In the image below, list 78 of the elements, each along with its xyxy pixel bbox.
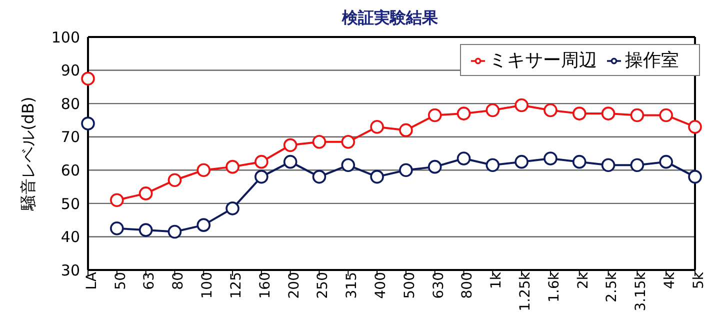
y-tick-label: 80 bbox=[60, 94, 80, 113]
point bbox=[312, 134, 326, 149]
point bbox=[659, 154, 673, 169]
x-tick-label: 200 bbox=[286, 272, 302, 299]
point bbox=[514, 154, 528, 169]
x-tick-label: 250 bbox=[315, 272, 332, 299]
x-tick-label: 2.5k bbox=[604, 271, 620, 302]
x-tick-label: 125 bbox=[228, 272, 244, 299]
point bbox=[110, 221, 124, 236]
y-tick-label: 30 bbox=[60, 261, 80, 280]
legend-label: 操作室 bbox=[625, 50, 679, 71]
x-tick-label: 5k bbox=[690, 271, 707, 290]
point bbox=[688, 170, 702, 184]
x-tick-label: 500 bbox=[402, 272, 418, 299]
point bbox=[81, 72, 95, 86]
x-tick-label: 160 bbox=[257, 272, 274, 299]
x-tick-label: 63 bbox=[142, 272, 158, 290]
point bbox=[138, 186, 153, 200]
x-tick-label: 315 bbox=[344, 272, 360, 299]
x-tick-label: 3.15k bbox=[633, 271, 650, 312]
point bbox=[456, 152, 471, 166]
point bbox=[283, 138, 298, 152]
point bbox=[138, 223, 153, 237]
point bbox=[514, 98, 528, 112]
point bbox=[254, 170, 268, 184]
point bbox=[572, 106, 586, 120]
x-tick-label: 630 bbox=[430, 272, 447, 299]
point bbox=[283, 154, 298, 169]
point bbox=[81, 116, 95, 130]
point bbox=[370, 170, 384, 184]
point bbox=[630, 108, 644, 122]
point bbox=[312, 170, 326, 184]
x-tick-label: 2k bbox=[575, 271, 592, 290]
point bbox=[168, 224, 182, 239]
y-axis-title: 騒音レベル(dB) bbox=[18, 96, 38, 212]
point bbox=[572, 154, 586, 169]
point bbox=[370, 120, 384, 134]
point bbox=[254, 154, 268, 169]
point bbox=[601, 158, 616, 172]
point bbox=[226, 202, 240, 216]
x-tick-label: 800 bbox=[460, 272, 476, 299]
x-tick-label: 100 bbox=[200, 272, 216, 299]
x-tick-label: 400 bbox=[372, 272, 389, 299]
y-tick-label: 70 bbox=[60, 128, 80, 146]
point bbox=[486, 158, 500, 172]
point bbox=[428, 160, 442, 174]
point bbox=[428, 108, 442, 122]
y-tick-label: 60 bbox=[60, 161, 80, 180]
legend-label: ミキサー周辺 bbox=[489, 50, 597, 71]
point bbox=[659, 108, 673, 122]
x-tick-label: 1.25k bbox=[518, 271, 534, 312]
point bbox=[341, 134, 356, 149]
point bbox=[630, 158, 644, 172]
point bbox=[399, 163, 413, 178]
point bbox=[168, 173, 182, 188]
point bbox=[399, 123, 413, 138]
x-tick-label: 1k bbox=[488, 271, 505, 290]
point bbox=[601, 106, 616, 120]
x-tick-label: 4k bbox=[662, 271, 678, 290]
point bbox=[110, 193, 124, 207]
point bbox=[544, 103, 558, 118]
point bbox=[196, 218, 211, 232]
y-tick-label: 40 bbox=[60, 228, 80, 246]
y-tick-label: 50 bbox=[60, 194, 80, 213]
x-tick-label: LA bbox=[84, 272, 100, 290]
x-tick-label: 50 bbox=[112, 272, 129, 290]
point bbox=[226, 160, 240, 174]
point bbox=[196, 163, 211, 178]
x-tick-label: 1.6k bbox=[546, 271, 562, 302]
point bbox=[486, 103, 500, 118]
y-tick-label: 100 bbox=[51, 28, 80, 46]
chart-title: 検証実験結果 bbox=[340, 8, 439, 29]
point bbox=[688, 120, 702, 134]
y-tick-label: 90 bbox=[60, 62, 80, 80]
point bbox=[544, 152, 558, 166]
point bbox=[456, 106, 471, 120]
point bbox=[341, 158, 356, 172]
x-tick-label: 80 bbox=[170, 272, 187, 290]
